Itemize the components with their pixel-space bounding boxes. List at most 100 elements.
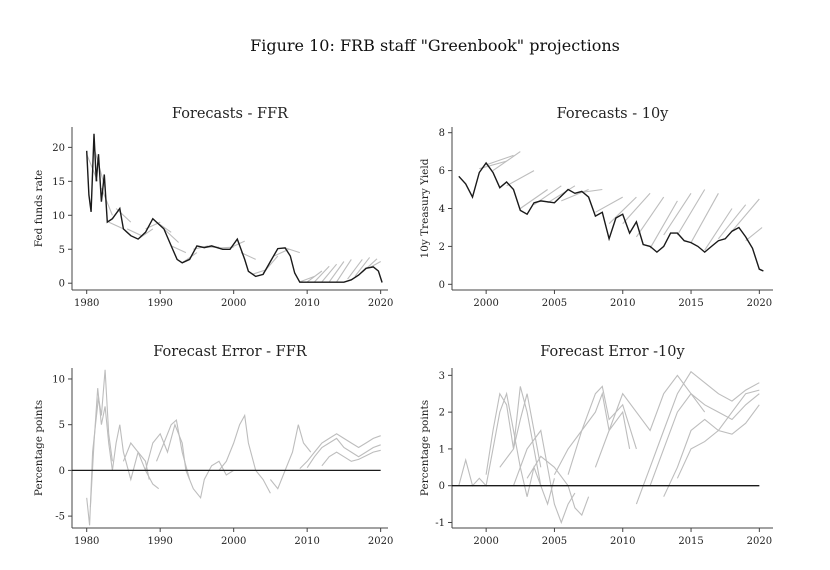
x-tick-label: 2010 (610, 536, 635, 547)
error-line-10 (663, 404, 760, 497)
y-axis-label: Percentage points (33, 400, 45, 496)
forecast-line-3 (108, 221, 124, 230)
forecast-line-10 (608, 196, 637, 225)
y-axis-label: Fed funds rate (33, 170, 45, 248)
forecast-line-17 (704, 208, 733, 251)
x-tick-label: 2020 (747, 298, 772, 309)
forecast-line-16 (240, 252, 256, 260)
x-tick-label: 1980 (74, 298, 99, 309)
y-tick-label: 8 (439, 128, 445, 139)
error-line-2 (111, 424, 150, 482)
forecast-line-5 (126, 228, 143, 237)
y-tick-label: 0 (59, 279, 65, 290)
forecast-line-19 (731, 198, 760, 232)
forecast-line-17 (251, 269, 267, 275)
y-tick-label: 0 (439, 481, 445, 492)
y-tick-label: 1 (439, 444, 445, 455)
y-tick-label: -1 (435, 518, 445, 529)
forecast-line-2 (100, 187, 113, 216)
error-line-11 (321, 449, 381, 467)
x-tick-label: 2005 (542, 298, 567, 309)
forecast-line-7 (561, 188, 589, 202)
panel-title: Forecast Error - FFR (153, 344, 308, 360)
forecast-line-6 (547, 185, 576, 204)
forecast-line-18 (717, 204, 747, 240)
forecast-line-16 (690, 193, 719, 243)
y-tick-label: 4 (439, 204, 445, 215)
forecast-line-4 (519, 189, 548, 209)
panel-title: Forecast Error -10y (540, 344, 685, 360)
y-tick-label: 2 (439, 408, 445, 419)
panel-title: Forecasts - 10y (557, 106, 670, 122)
forecast-line-3 (506, 170, 535, 187)
y-tick-label: -5 (55, 512, 65, 523)
forecast-line-21 (299, 275, 315, 283)
panel-forecast-error-ffr: Forecast Error - FFR Percentage points -5 0… (33, 344, 393, 547)
forecast-line-1 (485, 154, 514, 166)
error-line-7 (218, 413, 271, 494)
panel-title: Forecasts - FFR (172, 106, 289, 122)
x-tick-label: 2010 (294, 298, 319, 309)
error-line-10 (306, 437, 381, 469)
x-tick-label: 2005 (542, 536, 567, 547)
x-tick-label: 2000 (473, 536, 498, 547)
error-line-4 (144, 422, 187, 471)
forecast-line-15 (676, 189, 706, 236)
error-line-5 (553, 391, 631, 475)
forecast-line-10 (170, 245, 187, 254)
y-tick-label: 10 (52, 374, 65, 385)
y-tick-label: 5 (59, 420, 65, 431)
forecast-line-9 (595, 196, 623, 213)
y-tick-label: 0 (439, 280, 445, 291)
y-tick-label: 5 (59, 245, 65, 256)
y-tick-label: 0 (59, 466, 65, 477)
x-tick-label: 2000 (221, 298, 246, 309)
forecast-line-27 (347, 259, 363, 280)
panel-forecasts-10y: Forecasts - 10y 10y Treasury Yield 0 2 4 6 8 20… (419, 106, 773, 309)
error-line-11 (676, 389, 760, 479)
x-tick-label: 2020 (368, 536, 393, 547)
forecast-line-24 (321, 263, 338, 283)
y-tick-label: 2 (439, 242, 445, 253)
x-tick-label: 2020 (368, 298, 393, 309)
error-line-6 (185, 460, 234, 500)
x-tick-label: 2010 (610, 298, 635, 309)
forecast-line-20 (284, 247, 300, 254)
error-line-9 (649, 392, 760, 486)
x-tick-label: 2000 (473, 298, 498, 309)
error-line-1 (485, 392, 542, 475)
y-tick-label: 10 (52, 211, 65, 222)
y-tick-label: 3 (439, 371, 445, 382)
forecast-line-23 (314, 265, 330, 283)
forecast-line-28 (354, 257, 371, 277)
y-tick-label: 15 (52, 177, 65, 188)
error-line-2 (499, 386, 555, 506)
x-tick-label: 2020 (747, 536, 772, 547)
x-tick-label: 2010 (294, 536, 319, 547)
y-axis-label: Percentage points (419, 400, 431, 496)
error-line-0 (458, 391, 542, 497)
figure-title: Figure 10: FRB staff "Greenbook" project… (250, 36, 620, 55)
y-tick-label: 20 (52, 143, 65, 154)
forecast-line-12 (635, 196, 665, 238)
error-line-9 (299, 433, 381, 469)
forecast-line-26 (336, 259, 352, 283)
forecast-line-20 (745, 227, 763, 242)
forecast-line-0 (479, 160, 507, 170)
y-axis-label: 10y Treasury Yield (419, 158, 431, 258)
error-line-7 (594, 374, 706, 468)
error-line-5 (155, 419, 191, 480)
actual-series-line (458, 161, 764, 272)
y-tick-label: 6 (439, 166, 445, 177)
error-line-1 (89, 388, 113, 508)
forecast-line-2 (492, 151, 521, 172)
x-tick-label: 2015 (678, 536, 703, 547)
error-line-8 (635, 370, 760, 505)
panel-forecast-error-10y: Forecast Error -10y Percentage points -1 0 1… (419, 344, 773, 547)
x-tick-label: 2000 (221, 536, 246, 547)
x-tick-label: 1990 (147, 298, 172, 309)
forecast-line-11 (622, 192, 651, 225)
error-line-6 (567, 385, 637, 475)
error-line-3 (122, 441, 160, 490)
